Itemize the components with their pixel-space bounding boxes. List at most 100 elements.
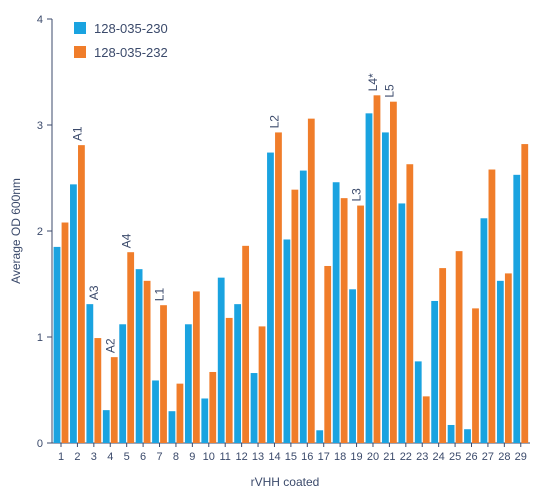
bar-series1-5: [119, 324, 127, 443]
bar-series1-14: [267, 152, 274, 443]
annotation-label: L2: [267, 115, 281, 129]
x-tick-label: 13: [252, 451, 264, 463]
bar-series1-26: [464, 429, 471, 443]
x-tick-label: 14: [268, 451, 280, 463]
bar-series2-24: [439, 268, 447, 443]
x-tick-label: 28: [498, 451, 510, 463]
y-tick-label: 2: [37, 226, 43, 238]
x-tick-label: 21: [383, 451, 395, 463]
bar-series1-27: [480, 218, 488, 443]
annotation-label: A2: [103, 338, 117, 353]
y-tick-label: 1: [37, 332, 43, 344]
bar-series2-20: [373, 95, 381, 443]
bar-series1-28: [496, 280, 504, 443]
bar-series1-1: [53, 246, 61, 443]
bar-series2-25: [455, 251, 463, 443]
bar-series2-29: [521, 144, 529, 443]
bar-series1-21: [382, 132, 389, 444]
x-tick-label: 17: [318, 451, 330, 463]
bar-series1-7: [152, 380, 159, 443]
bar-series2-16: [307, 118, 315, 443]
bar-series2-3: [94, 338, 102, 443]
bar-series2-7: [160, 305, 167, 443]
bar-series1-6: [135, 269, 143, 443]
bar-series1-17: [316, 430, 324, 443]
bar-series2-15: [291, 189, 299, 443]
bar-series2-17: [324, 265, 332, 443]
x-tick-label: 15: [285, 451, 297, 463]
x-tick-label: 16: [301, 451, 313, 463]
bar-series1-29: [513, 174, 521, 443]
annotation-label: A4: [120, 233, 134, 248]
x-tick-label: 25: [449, 451, 461, 463]
annotation-label: L5: [382, 84, 396, 98]
bar-series1-20: [365, 113, 373, 443]
x-tick-label: 22: [400, 451, 412, 463]
bar-series1-15: [283, 239, 291, 443]
bar-series2-21: [390, 101, 397, 444]
legend-label: 128-035-230: [94, 21, 168, 36]
bar-series2-10: [209, 371, 217, 443]
bar-series1-19: [349, 289, 356, 443]
x-tick-label: 18: [334, 451, 346, 463]
bar-series2-13: [258, 326, 266, 443]
bar-series2-11: [225, 317, 233, 443]
x-tick-label: 8: [173, 451, 179, 463]
x-tick-label: 3: [91, 451, 97, 463]
bar-series1-18: [332, 182, 340, 444]
legend-swatch: [74, 22, 86, 34]
bar-series1-3: [86, 304, 94, 443]
y-tick-label: 4: [37, 14, 43, 26]
bar-series2-5: [127, 252, 135, 443]
annotation-label: A3: [87, 285, 101, 300]
bar-series1-12: [234, 304, 242, 443]
x-tick-label: 4: [107, 451, 113, 463]
bar-series2-9: [192, 291, 200, 443]
bar-series2-27: [488, 169, 496, 443]
bar-series2-19: [357, 205, 364, 443]
bar-series2-28: [504, 273, 512, 443]
bar-series1-24: [431, 300, 439, 443]
x-tick-label: 24: [433, 451, 445, 463]
annotation-label: L1: [153, 288, 167, 302]
bar-series1-23: [414, 361, 422, 443]
annotation-label: L3: [350, 188, 364, 202]
bar-series1-16: [299, 170, 307, 443]
bar-series2-6: [143, 280, 151, 443]
x-tick-label: 7: [156, 451, 162, 463]
x-tick-label: 29: [515, 451, 527, 463]
x-tick-label: 5: [124, 451, 130, 463]
x-tick-label: 26: [465, 451, 477, 463]
bar-series2-22: [406, 164, 414, 443]
x-tick-label: 10: [203, 451, 215, 463]
legend-swatch: [74, 46, 86, 58]
x-tick-label: 20: [367, 451, 379, 463]
bars: [53, 95, 529, 444]
x-tick-label: 19: [350, 451, 362, 463]
bar-series1-25: [447, 424, 455, 443]
bar-series2-4: [110, 357, 118, 443]
legend: 128-035-230 128-035-232: [74, 21, 168, 60]
bar-series2-12: [242, 245, 250, 443]
bar-series2-14: [275, 132, 282, 444]
x-tick-label: 1: [58, 451, 64, 463]
x-tick-label: 6: [140, 451, 146, 463]
x-axis-title: rVHH coated: [251, 475, 320, 489]
bar-annotations: A1 A3 A2 A4 L1 L2 L3 L4* L5: [70, 73, 396, 353]
bar-series1-8: [168, 411, 176, 443]
x-tick-label: 23: [416, 451, 428, 463]
x-tick-label: 2: [74, 451, 80, 463]
annotation-label: L4*: [366, 73, 380, 91]
x-tick-label: 9: [189, 451, 195, 463]
x-tick-label: 11: [219, 451, 230, 463]
bar-series2-2: [78, 145, 85, 443]
bar-series2-18: [340, 198, 348, 443]
bar-series1-22: [398, 203, 406, 443]
annotation-label: A1: [70, 126, 84, 141]
bar-series2-26: [472, 308, 479, 443]
bar-series1-11: [217, 277, 225, 443]
y-axis-title: Average OD 600nm: [9, 178, 23, 284]
bar-series2-1: [61, 222, 69, 443]
